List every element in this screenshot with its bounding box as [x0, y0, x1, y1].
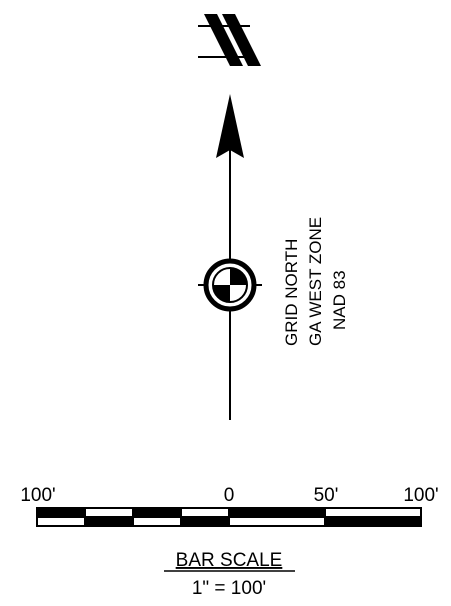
bar-scale-ratio: 1" = 100'	[192, 578, 266, 599]
note-ga-west-zone: GA WEST ZONE	[306, 217, 325, 346]
scale-tick-label: 50'	[314, 485, 339, 506]
note-grid-north: GRID NORTH	[282, 239, 301, 346]
bar-scale-title: BAR SCALE	[176, 550, 283, 571]
scale-tick-label: 0	[224, 485, 235, 506]
scale-tick-label: 100'	[20, 485, 55, 506]
north-notes: GRID NORTH GA WEST ZONE NAD 83	[282, 217, 349, 346]
grid-north-hatch-icon	[198, 14, 261, 66]
note-nad-83: NAD 83	[330, 270, 349, 330]
scale-tick-label: 100'	[403, 485, 438, 506]
bar-scale	[36, 507, 422, 527]
north-arrow-icon	[216, 94, 244, 420]
control-point-icon	[198, 258, 262, 312]
